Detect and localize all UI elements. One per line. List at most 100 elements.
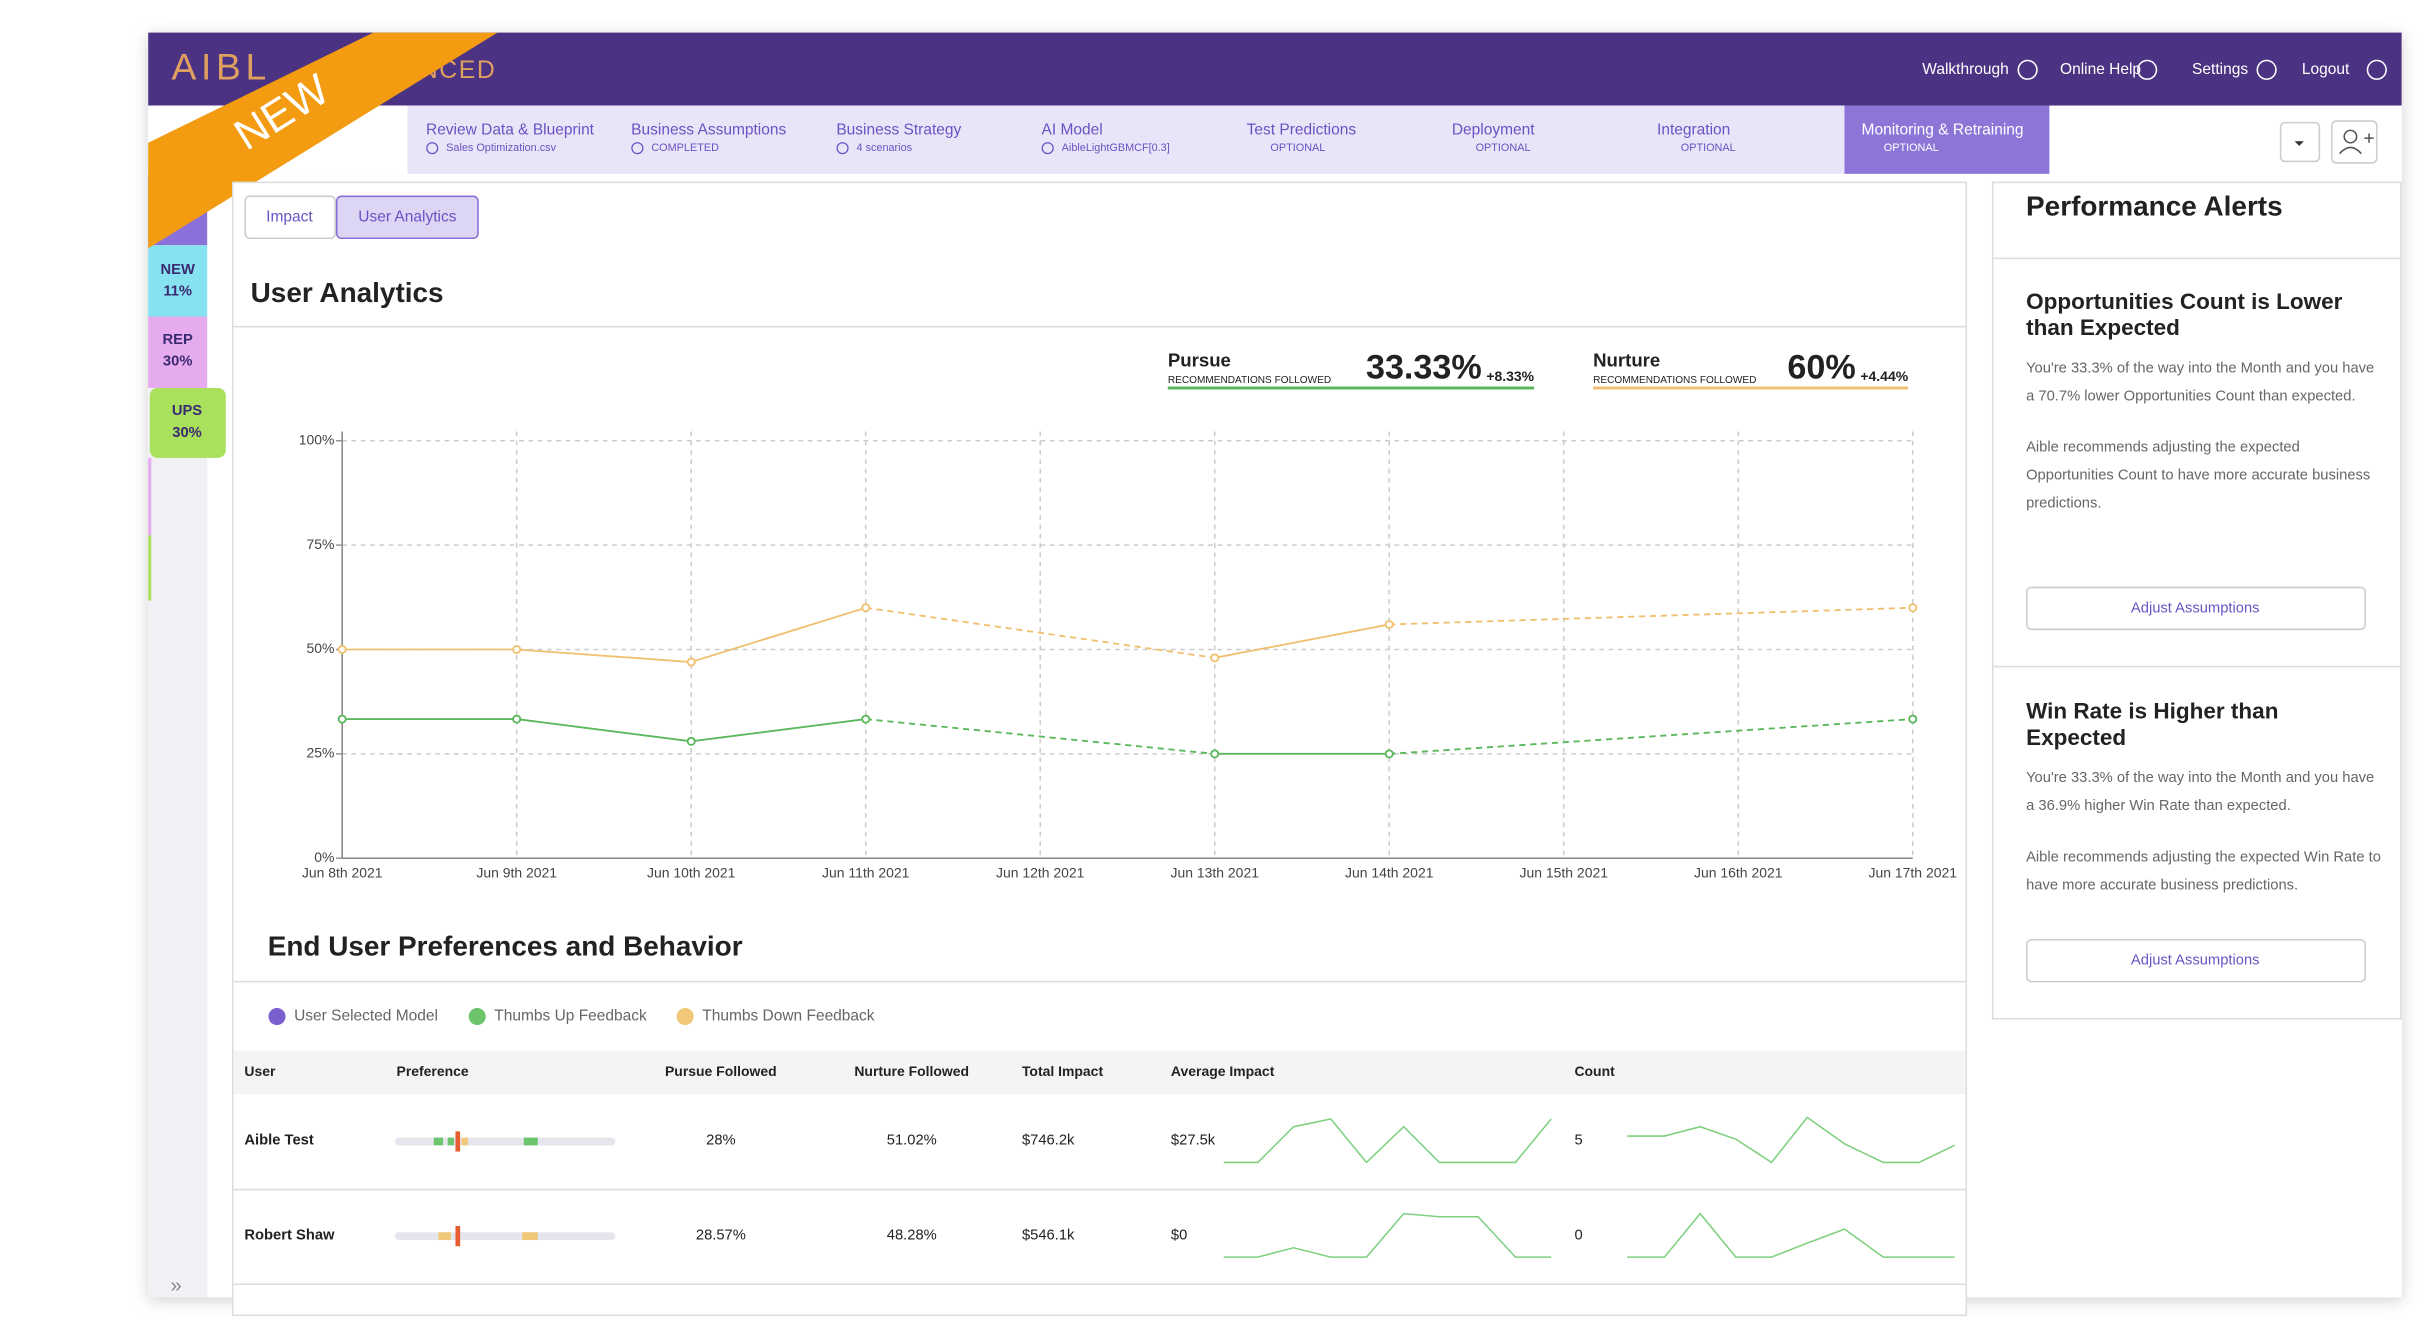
adjust-button-label[interactable]: Adjust Assumptions [2131, 953, 2260, 969]
legend-dot [676, 1008, 694, 1026]
chip[interactable] [148, 316, 208, 388]
data-point [337, 714, 347, 724]
table-header-cell: User [244, 1063, 276, 1079]
legend-label: Thumbs Up Feedback [494, 1008, 647, 1025]
step-check [631, 142, 644, 155]
header-icon [2366, 59, 2387, 80]
series-segment [865, 718, 1215, 755]
adjust-button[interactable] [2026, 938, 2366, 983]
data-point [1210, 653, 1220, 663]
data-point [1908, 603, 1918, 613]
active-step [1844, 105, 2050, 174]
step-label[interactable]: Integration [1657, 121, 1730, 138]
table-cell: $746.2k [1022, 1133, 1075, 1149]
table-header-cell: Count [1574, 1063, 1615, 1079]
legend-dot [468, 1008, 486, 1026]
header-link[interactable]: Settings [2192, 61, 2248, 78]
chip-code: UPS [172, 403, 202, 419]
alert-text: Aible recommends adjusting the expected … [2026, 439, 2371, 513]
sidebar-accent [148, 535, 152, 601]
step-check [426, 142, 439, 155]
data-point [1908, 714, 1918, 724]
kpi-value: 33.33% [1366, 348, 1482, 386]
tab-active[interactable] [335, 195, 479, 240]
step-label[interactable]: Business Assumptions [631, 121, 786, 138]
user-icon [2338, 133, 2374, 155]
legend-dot [268, 1008, 286, 1026]
step-label[interactable]: Business Strategy [836, 121, 961, 138]
step-label[interactable]: Review Data & Blueprint [426, 121, 595, 138]
header [148, 32, 2402, 106]
table-cell: 28.57% [696, 1227, 746, 1243]
alert-text: Aible recommends adjusting the expected … [2026, 848, 2381, 894]
series-segment [690, 606, 866, 663]
expand[interactable]: » [171, 1275, 182, 1297]
adjust-button-label[interactable]: Adjust Assumptions [2131, 600, 2260, 616]
chip-pct: 30% [163, 353, 193, 369]
sidebar-accent [148, 457, 152, 536]
header-icon [2137, 59, 2158, 80]
x-tick-label: Jun 12th 2021 [996, 864, 1085, 880]
table-cell: $27.5k [1171, 1133, 1216, 1149]
legend-label: User Selected Model [294, 1008, 438, 1025]
series-segment [1214, 623, 1390, 659]
x-tick-label: Jun 14th 2021 [1345, 864, 1434, 880]
alert-text: You're 33.3% of the way into the Month a… [2026, 360, 2375, 406]
data-point [686, 736, 696, 746]
alert-text: You're 33.3% of the way into the Month a… [2026, 769, 2375, 815]
chip[interactable] [148, 245, 208, 317]
series-segment [1389, 606, 1913, 626]
header-link[interactable]: Logout [2302, 61, 2350, 78]
table-cell: $0 [1171, 1227, 1187, 1243]
data-point [1384, 749, 1394, 759]
kpi-name: Nurture [1593, 350, 1660, 371]
table-header-cell: Average Impact [1171, 1063, 1275, 1079]
series-segment [516, 718, 692, 743]
kpi-caption: RECOMMENDATIONS FOLLOWED [1168, 375, 1331, 386]
step-sub: OPTIONAL [1884, 142, 1939, 154]
table-cell: 0 [1574, 1227, 1582, 1243]
table-cell: $546.1k [1022, 1227, 1075, 1243]
y-tick-label: 25% [306, 745, 334, 761]
chip[interactable] [149, 387, 226, 458]
data-point [337, 644, 347, 654]
step-sub: OPTIONAL [1476, 142, 1531, 154]
x-tick-label: Jun 16th 2021 [1694, 864, 1783, 880]
series-segment [691, 718, 866, 743]
kpi-delta: +4.44% [1860, 368, 1908, 384]
x-tick-label: Jun 9th 2021 [476, 864, 557, 880]
table-cell: 48.28% [887, 1227, 937, 1243]
x-tick-label: Jun 13th 2021 [1171, 864, 1260, 880]
table-header-cell: Pursue Followed [665, 1063, 777, 1079]
alert-card: Win Rate is Higher than Expected You're 3… [2026, 700, 2383, 900]
alert-title: Win Rate is Higher than Expected [2026, 699, 2279, 752]
adjust-button[interactable] [2026, 586, 2366, 631]
data-point [861, 714, 871, 724]
step-label[interactable]: Monitoring & Retraining [1862, 121, 2024, 138]
chip-pct: 30% [172, 425, 202, 441]
step-label[interactable]: AI Model [1042, 121, 1103, 138]
x-tick-label: Jun 17th 2021 [1869, 864, 1958, 880]
legend-label: Thumbs Down Feedback [702, 1008, 875, 1025]
data-point [1384, 619, 1394, 629]
header-link[interactable]: Online Help [2060, 61, 2141, 78]
table-cell: 5 [1574, 1133, 1582, 1149]
kpi-caption: RECOMMENDATIONS FOLLOWED [1593, 375, 1756, 386]
step-check [836, 142, 849, 155]
data-point [861, 603, 871, 613]
chip-code: REP [163, 332, 193, 348]
step-label[interactable]: Deployment [1452, 121, 1535, 138]
step-sub: OPTIONAL [1270, 142, 1325, 154]
kpi-value: 60% [1787, 348, 1855, 386]
kpi-delta: +8.33% [1486, 368, 1534, 384]
y-tick-label: 50% [306, 640, 334, 656]
step-label[interactable]: Test Predictions [1247, 121, 1357, 138]
section-title: User Analytics [251, 277, 444, 308]
tab-label[interactable]: User Analytics [358, 208, 456, 225]
tab-label[interactable]: Impact [266, 208, 313, 225]
alert-body: Win Rate is Higher than Expected You're 3… [2026, 700, 2383, 900]
y-tick-label: 75% [306, 536, 334, 552]
header-link[interactable]: Walkthrough [1922, 61, 2008, 78]
tab[interactable] [244, 195, 336, 240]
